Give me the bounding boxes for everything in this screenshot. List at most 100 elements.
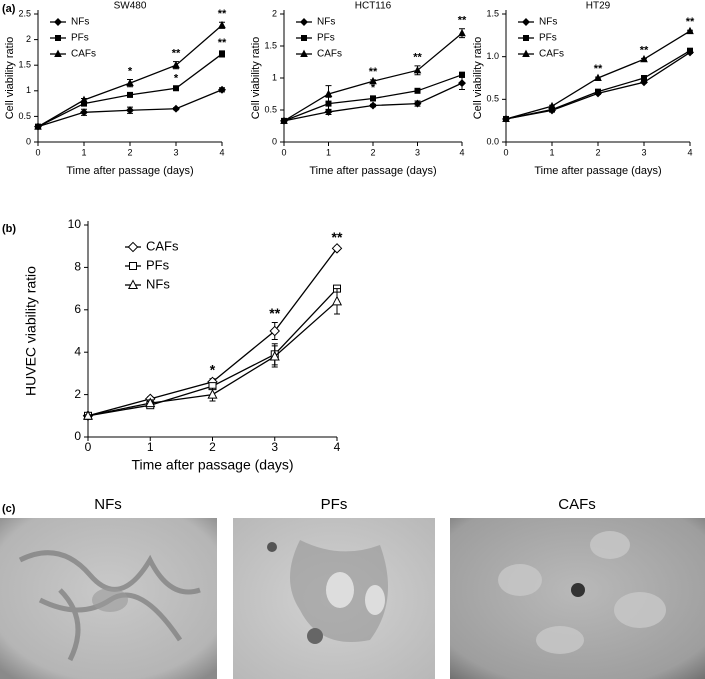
marker xyxy=(82,410,94,420)
y-tick-label: 10 xyxy=(68,217,82,231)
x-axis-title: Time after passage (days) xyxy=(66,165,193,177)
legend-label: PFs xyxy=(317,33,335,44)
y-tick-label: 0 xyxy=(74,429,81,443)
chart-title: HT29 xyxy=(586,1,611,12)
marker xyxy=(80,95,88,104)
marker xyxy=(458,28,466,37)
marker xyxy=(414,87,421,94)
marker xyxy=(80,108,88,117)
chart-title: SW480 xyxy=(114,1,147,12)
y-axis-title: Cell viability ratio xyxy=(472,37,484,120)
marker xyxy=(269,325,281,337)
chart-title: HCT116 xyxy=(355,1,392,12)
legend-label: NFs xyxy=(539,17,557,28)
marker xyxy=(219,50,225,57)
marker xyxy=(172,104,180,113)
annotation: * xyxy=(371,82,376,94)
y-tick-label: 2 xyxy=(74,387,81,401)
y-tick-label: 1.5 xyxy=(18,60,31,70)
annotation: ** xyxy=(218,8,227,20)
image-title: PFs xyxy=(321,496,348,513)
x-tick-label: 2 xyxy=(127,147,132,157)
legend-label: CAFs xyxy=(146,238,179,253)
x-axis-title: Time after passage (days) xyxy=(534,165,661,177)
annotation: ** xyxy=(458,15,467,27)
y-tick-label: 1.5 xyxy=(486,8,499,18)
x-tick-label: 4 xyxy=(687,147,692,157)
marker xyxy=(301,35,307,41)
y-tick-label: 1.0 xyxy=(486,51,499,61)
annotation: ** xyxy=(369,66,378,78)
x-tick-label: 3 xyxy=(173,147,178,157)
y-tick-label: 2 xyxy=(26,34,31,44)
y-axis-title: Cell viability ratio xyxy=(250,37,262,120)
y-tick-label: 2 xyxy=(272,8,277,18)
y-tick-label: 1.5 xyxy=(264,40,277,50)
x-tick-label: 3 xyxy=(641,147,646,157)
annotation: ** xyxy=(269,305,280,321)
annotation: * xyxy=(174,73,179,85)
image-title: CAFs xyxy=(558,496,596,513)
marker xyxy=(129,262,137,270)
marker xyxy=(172,60,180,69)
marker xyxy=(300,18,308,26)
legend-label: CAFs xyxy=(71,49,96,60)
marker xyxy=(145,397,156,408)
x-tick-label: 4 xyxy=(459,147,464,157)
x-tick-label: 0 xyxy=(281,147,286,157)
micrograph xyxy=(233,518,435,679)
legend-label: NFs xyxy=(146,276,170,291)
marker xyxy=(207,388,218,399)
legend-label: PFs xyxy=(539,33,557,44)
x-axis-title: Time after passage (days) xyxy=(131,457,293,473)
marker xyxy=(687,47,693,54)
marker xyxy=(218,20,226,29)
legend-label: CAFs xyxy=(539,49,564,60)
marker xyxy=(127,241,139,253)
marker xyxy=(173,85,179,92)
marker xyxy=(458,79,466,88)
marker xyxy=(522,18,530,26)
y-tick-label: 1 xyxy=(26,85,31,95)
marker xyxy=(300,49,308,57)
marker xyxy=(413,99,422,108)
annotation: ** xyxy=(218,37,227,49)
marker xyxy=(269,350,280,361)
marker xyxy=(127,279,139,289)
y-tick-label: 4 xyxy=(74,344,81,358)
x-tick-label: 0 xyxy=(35,147,40,157)
y-tick-label: 0.0 xyxy=(486,136,499,146)
x-tick-label: 4 xyxy=(334,440,341,454)
x-tick-label: 0 xyxy=(85,440,92,454)
panel-label: (b) xyxy=(2,223,16,235)
marker xyxy=(413,65,422,74)
micrograph xyxy=(0,518,217,679)
x-tick-label: 1 xyxy=(326,147,331,157)
annotation: * xyxy=(128,65,133,77)
x-tick-label: 1 xyxy=(147,440,154,454)
marker xyxy=(55,35,61,41)
marker xyxy=(640,54,648,63)
panel-label: (a) xyxy=(2,3,16,15)
micrograph xyxy=(450,518,705,679)
x-axis-title: Time after passage (days) xyxy=(309,165,436,177)
marker xyxy=(218,85,226,94)
x-tick-label: 3 xyxy=(271,440,278,454)
marker xyxy=(370,95,376,102)
x-tick-label: 3 xyxy=(415,147,420,157)
y-tick-label: 0.5 xyxy=(486,94,499,104)
annotation: ** xyxy=(640,44,649,56)
y-axis-title: HUVEC viability ratio xyxy=(23,266,39,396)
annotation: ** xyxy=(332,229,343,245)
annotation: * xyxy=(210,361,216,377)
annotation: ** xyxy=(172,48,181,60)
marker xyxy=(548,101,556,110)
y-tick-label: 2.5 xyxy=(18,8,31,18)
series-line xyxy=(505,50,691,120)
legend-label: NFs xyxy=(317,17,335,28)
marker xyxy=(280,116,288,124)
y-tick-label: 1 xyxy=(272,72,277,82)
y-tick-label: 0.5 xyxy=(18,111,31,121)
marker xyxy=(686,26,694,35)
